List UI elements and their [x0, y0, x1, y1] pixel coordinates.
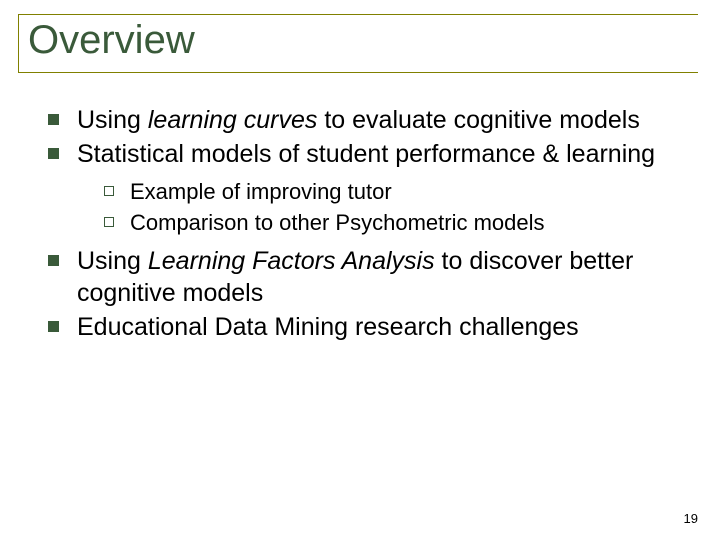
- sublist: Example of improving tutor Comparison to…: [48, 178, 684, 237]
- text-run: to evaluate cognitive models: [317, 106, 639, 134]
- square-bullet-filled-icon: [48, 321, 59, 332]
- text-run-italic: Learning Factors Analysis: [148, 247, 435, 275]
- list-item: Using learning curves to evaluate cognit…: [48, 104, 684, 136]
- list-item: Educational Data Mining research challen…: [48, 311, 684, 343]
- list-item-text: Using learning curves to evaluate cognit…: [77, 104, 640, 136]
- title-block: Overview: [18, 12, 702, 68]
- content-area: Using learning curves to evaluate cognit…: [18, 104, 702, 343]
- square-bullet-filled-icon: [48, 255, 59, 266]
- square-bullet-filled-icon: [48, 148, 59, 159]
- square-bullet-outline-icon: [104, 186, 114, 196]
- title-rule-bottom: [18, 72, 698, 73]
- text-run: Using: [77, 247, 148, 275]
- list-item: Statistical models of student performanc…: [48, 138, 684, 170]
- list-item-text: Using Learning Factors Analysis to disco…: [77, 245, 684, 309]
- text-run-italic: learning curves: [148, 106, 318, 134]
- square-bullet-filled-icon: [48, 114, 59, 125]
- text-run: Using: [77, 106, 148, 134]
- list-item: Comparison to other Psychometric models: [104, 209, 684, 238]
- list-item-text: Educational Data Mining research challen…: [77, 311, 579, 343]
- list-item: Example of improving tutor: [104, 178, 684, 207]
- square-bullet-outline-icon: [104, 217, 114, 227]
- page-title: Overview: [18, 12, 702, 68]
- list-item-text: Statistical models of student performanc…: [77, 138, 655, 170]
- page-number: 19: [684, 511, 698, 526]
- list-item-text: Example of improving tutor: [130, 178, 392, 207]
- title-rule-left: [18, 14, 19, 72]
- list-item-text: Comparison to other Psychometric models: [130, 209, 545, 238]
- title-rule-top: [18, 14, 698, 15]
- list-item: Using Learning Factors Analysis to disco…: [48, 245, 684, 309]
